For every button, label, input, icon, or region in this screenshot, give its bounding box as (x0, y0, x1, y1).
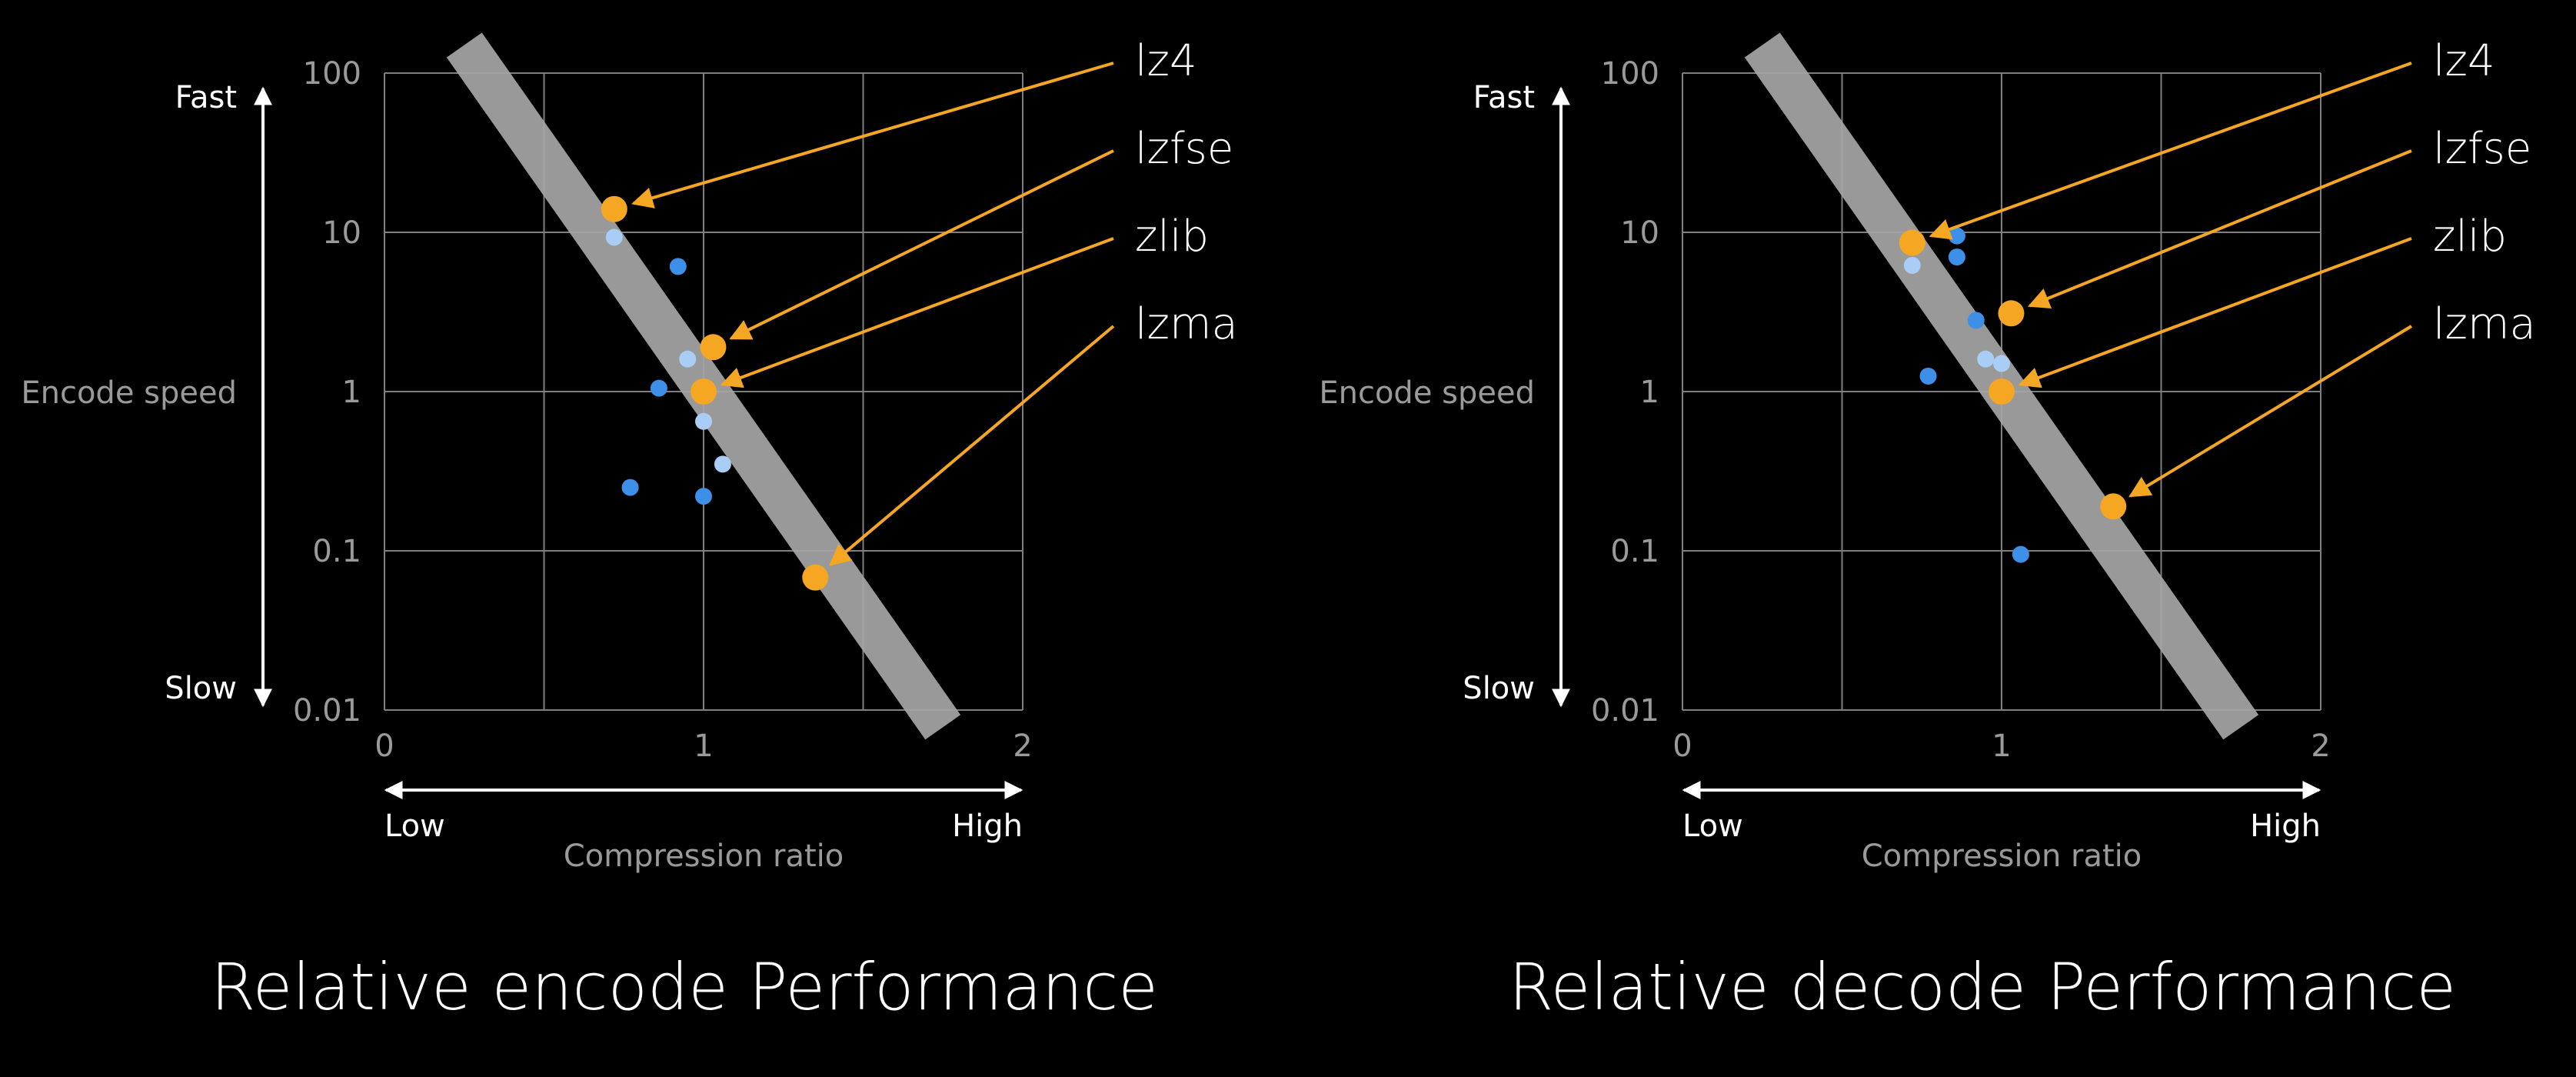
y-fast-label: Fast (1473, 80, 1535, 115)
y-tick-label: 0.01 (1591, 693, 1659, 729)
data-point-lzma (802, 564, 829, 591)
data-point-dark (650, 379, 667, 397)
x-low-label: Low (384, 809, 445, 844)
callout-label-lzfse: lzfse (1135, 124, 1233, 174)
chart-title: Relative encode Performance (211, 949, 1158, 1025)
y-axis-label: Encode speed (21, 375, 237, 411)
callout-label-zlib: zlib (2433, 212, 2507, 262)
callout-label-zlib: zlib (1135, 212, 1209, 262)
callout-label-lz4: lz4 (1135, 36, 1197, 86)
data-point-zlib (1989, 378, 2015, 405)
callout-arrow (2128, 325, 2413, 498)
callout-label-lzfse: lzfse (2433, 124, 2531, 174)
callout-arrow (631, 62, 1114, 208)
x-tick-label: 1 (1992, 729, 2011, 764)
data-point-lzfse (700, 334, 727, 361)
x-axis-label: Compression ratio (1862, 839, 2142, 874)
data-point-dark (1919, 367, 1937, 385)
data-point-light (1993, 355, 2010, 372)
y-tick-label: 0.01 (293, 693, 361, 729)
y-tick-label: 100 (1601, 56, 1659, 92)
x-tick-label: 2 (1013, 729, 1032, 764)
data-point-light (679, 350, 697, 368)
data-point-light (1903, 256, 1921, 274)
y-fast-label: Fast (175, 80, 237, 115)
x-high-label: High (2250, 809, 2321, 844)
x-tick-label: 0 (374, 729, 394, 764)
y-tick-label: 1 (1640, 375, 1659, 410)
x-tick-label: 1 (694, 729, 713, 764)
y-tick-label: 0.1 (312, 534, 361, 569)
y-slow-label: Slow (1463, 671, 1535, 706)
y-tick-label: 0.1 (1610, 534, 1659, 569)
callout-label-lzma: lzma (1135, 299, 1238, 349)
x-tick-label: 2 (2311, 729, 2330, 764)
data-point-lzfse (1998, 300, 2025, 327)
x-low-label: Low (1682, 809, 1743, 844)
data-point-dark (1948, 248, 1965, 266)
data-point-zlib (691, 378, 717, 405)
callout-arrow (729, 149, 1114, 340)
decode-chart: 100 10 1 0.1 0.01 0 1 2 Fast Slow Encode speed Low H… (1319, 32, 2536, 1025)
callout-label-lzma: lzma (2433, 299, 2536, 349)
x-axis-label: Compression ratio (564, 839, 844, 874)
data-point-dark (669, 258, 687, 275)
callout-arrow (1929, 62, 2412, 240)
data-point-dark (621, 478, 639, 496)
chart-title: Relative decode Performance (1509, 949, 2456, 1025)
data-point-light (1977, 350, 1995, 368)
data-point-light (714, 455, 731, 473)
y-slow-label: Slow (165, 671, 237, 706)
data-point-light (605, 228, 623, 246)
x-high-label: High (952, 809, 1023, 844)
data-point-lz4 (601, 195, 627, 222)
y-axis-label: Encode speed (1319, 375, 1535, 411)
data-point-lz4 (1899, 229, 1925, 256)
callout-arrow (720, 237, 1114, 388)
callout-arrow (2027, 149, 2412, 309)
callout-label-lz4: lz4 (2433, 36, 2495, 86)
callout-arrow (828, 325, 1115, 566)
data-point-light (695, 412, 712, 430)
y-tick-label: 1 (342, 375, 361, 410)
data-point-dark (1967, 312, 1985, 329)
callout-arrow (2018, 237, 2412, 388)
data-point-dark (2012, 545, 2029, 563)
data-point-lzma (2100, 493, 2127, 520)
y-tick-label: 100 (303, 56, 361, 92)
encode-chart: 100 10 1 0.1 0.01 0 1 2 Fast Slow Encode speed Low H… (21, 32, 1238, 1025)
x-tick-label: 0 (1672, 729, 1692, 764)
y-tick-label: 10 (322, 215, 361, 251)
y-tick-label: 10 (1620, 215, 1659, 251)
data-point-dark (695, 488, 712, 505)
